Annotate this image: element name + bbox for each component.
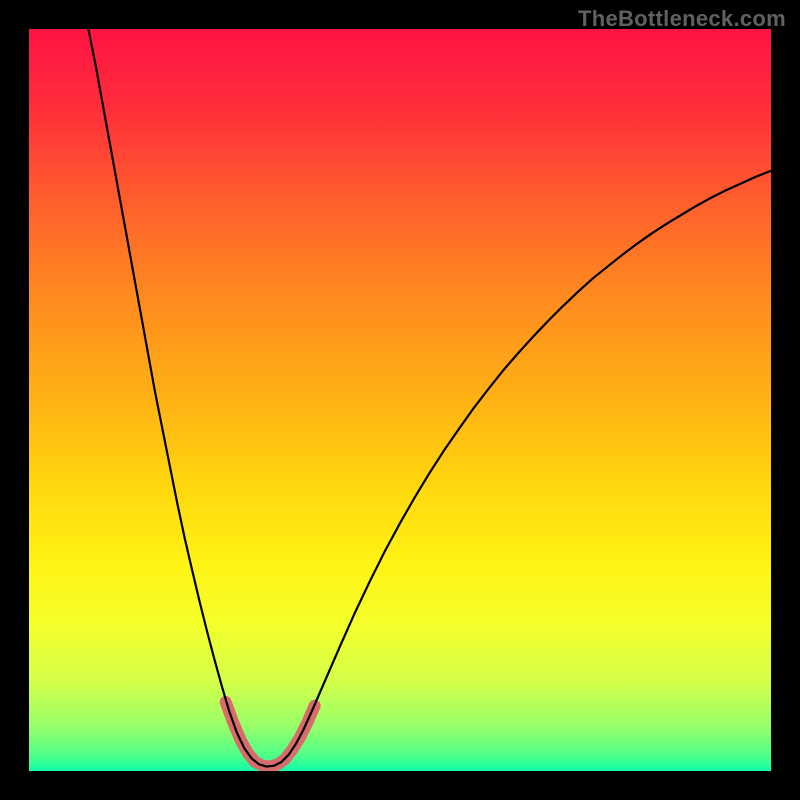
plot-area	[29, 29, 771, 771]
page-root: TheBottleneck.com	[0, 0, 800, 800]
bottleneck-chart	[29, 29, 771, 771]
chart-background	[29, 29, 771, 771]
